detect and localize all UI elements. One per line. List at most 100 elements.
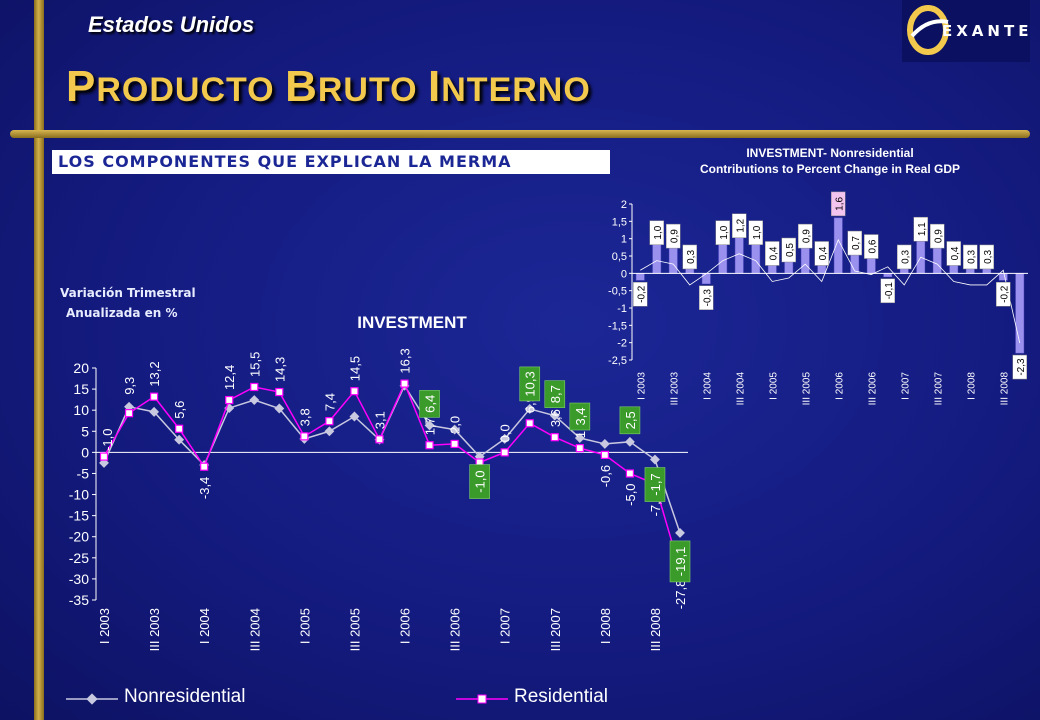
nonresidential-point: [449, 424, 460, 435]
title-rest-1: RODUCTO: [96, 71, 286, 109]
nonresidential-data-label: 10,3: [523, 371, 538, 396]
inset-label-box: [765, 241, 780, 266]
inset-data-label: 0,3: [966, 250, 977, 264]
inset-x-tick-label: III 2007: [933, 372, 944, 406]
subtitle-box: LOS COMPONENTES QUE EXPLICAN LA MERMA: [52, 150, 610, 174]
nonresidential-point: [524, 403, 535, 414]
logo-text: EXANTE: [942, 22, 1033, 40]
nonresidential-data-label: -19,1: [673, 547, 688, 577]
residential-point: [600, 450, 609, 459]
residential-data-label: 3,6: [548, 409, 563, 427]
inset-bar: [1015, 273, 1025, 354]
investment-line-chart: INVESTMENT 20 15 10 5 0 -5 -10 -15 -20 -25 -30 -35 I …: [69, 313, 691, 651]
legend-nonresidential-label: Nonresidential: [124, 686, 246, 707]
residential-data-label: 5,6: [172, 401, 187, 419]
y-tick-label: 20: [73, 360, 89, 376]
inset-label-box: [897, 244, 912, 270]
inset-label-box: [831, 191, 846, 217]
inset-data-label: 1,2: [735, 218, 746, 232]
residential-data-label: 14,5: [347, 356, 362, 381]
residential-point: [500, 448, 509, 457]
inset-label-box: [946, 241, 961, 266]
y-tick-label: 15: [73, 381, 89, 397]
residential-data-label: -3,4: [197, 477, 212, 499]
series-line-nonresidential: [103, 384, 681, 534]
residential-point: [450, 439, 459, 449]
residential-point: [525, 419, 534, 428]
inset-data-label: 0,3: [686, 250, 697, 264]
inset-data-label: -0,2: [636, 285, 647, 303]
nonresidential-point: [650, 454, 660, 465]
residential-data-label: 13,2: [147, 361, 162, 386]
nonresidential-point: [624, 436, 635, 447]
residential-point: [99, 452, 109, 461]
nonresidential-point: [599, 438, 610, 449]
inset-label-box: [748, 220, 763, 245]
residential-point: [225, 395, 234, 405]
inset-data-label: 1,0: [719, 225, 730, 239]
residential-point: [175, 424, 184, 433]
inset-label-box: [930, 223, 945, 249]
inset-x-tick-label: I 2004: [702, 372, 713, 400]
inset-data-label: 1,6: [834, 196, 845, 210]
x-tick-label: III 2005: [347, 608, 362, 651]
inset-y-tick-label: 1: [621, 234, 627, 246]
inset-label-box: [781, 237, 796, 263]
inset-bar-chart: 2 1,5 1 0,5 0 -0,5 -1 -1,5 -2 -2,5 -0,2 1,0 0,9 0,3 -0…: [608, 191, 1028, 406]
ylabel-line-1: Variación Trimestral: [60, 286, 196, 300]
legend-nonresidential: Nonresidential: [64, 686, 264, 710]
nonresidential-data-label: -1,0: [473, 470, 488, 492]
inset-label-box: [913, 216, 928, 242]
inset-data-label: 1,1: [917, 222, 928, 236]
y-tick-label: -30: [69, 571, 89, 587]
residential-point: [250, 382, 259, 392]
y-tick-label: -25: [69, 550, 89, 566]
inset-x-tick-label: III 2006: [867, 372, 878, 406]
residential-data-label: 7,4: [322, 393, 337, 411]
inset-y-tick-label: 0: [621, 268, 627, 280]
inset-y-tick-label: -2: [617, 338, 627, 350]
inset-y-tick-label: -0,5: [608, 286, 627, 298]
x-tick-label: III 2007: [548, 608, 563, 651]
inset-x-tick-label: III 2003: [669, 372, 680, 406]
inset-data-label: 0,5: [785, 243, 796, 257]
residential-data-label: 3,8: [297, 408, 312, 426]
inset-y-tick-label: -2,5: [608, 355, 627, 367]
inset-y-tick-label: -1,5: [608, 320, 627, 332]
inset-label-box: [963, 244, 978, 270]
nonresidential-point: [249, 395, 260, 406]
nonresidential-data-label: -1,0: [100, 429, 115, 451]
x-tick-label: I 2003: [97, 608, 112, 644]
inset-label-box: [715, 220, 730, 245]
legend-residential: Residential: [454, 686, 654, 710]
logo-swoosh-icon: [907, 5, 949, 55]
y-tick-label: -10: [69, 487, 89, 503]
inset-x-tick-label: I 2005: [768, 372, 779, 400]
inset-label-box: [798, 223, 813, 249]
inset-data-label: 0,7: [851, 236, 862, 250]
gold-horizontal-bar: [10, 130, 1030, 138]
nonresidential-point: [149, 406, 160, 417]
y-tick-label: 10: [73, 402, 89, 418]
inset-data-label: -0,2: [999, 285, 1010, 303]
inset-label-box: [880, 278, 895, 304]
y-tick-label: -20: [69, 529, 89, 545]
inset-data-label: 0,4: [768, 246, 779, 260]
residential-data-label: 15,5: [247, 352, 262, 377]
legend-nonresidential-swatch: [66, 693, 118, 705]
x-tick-label: III 2008: [648, 608, 663, 651]
residential-point: [300, 432, 309, 441]
inset-bar: [635, 273, 645, 281]
residential-data-label: -5,0: [623, 483, 638, 505]
inset-data-label: -0,1: [884, 282, 895, 300]
inset-bar: [883, 273, 893, 278]
nonresidential-label-box: [469, 464, 490, 499]
inset-label-box: [864, 234, 879, 259]
country-label: Estados Unidos: [88, 12, 255, 37]
residential-data-label: 16,3: [398, 348, 413, 373]
inset-x-tick-label: III 2008: [999, 372, 1010, 406]
residential-point: [375, 435, 384, 444]
line-chart-title: INVESTMENT: [357, 313, 467, 332]
inset-label-box: [649, 220, 664, 245]
inset-x-tick-label: I 2006: [834, 372, 845, 400]
